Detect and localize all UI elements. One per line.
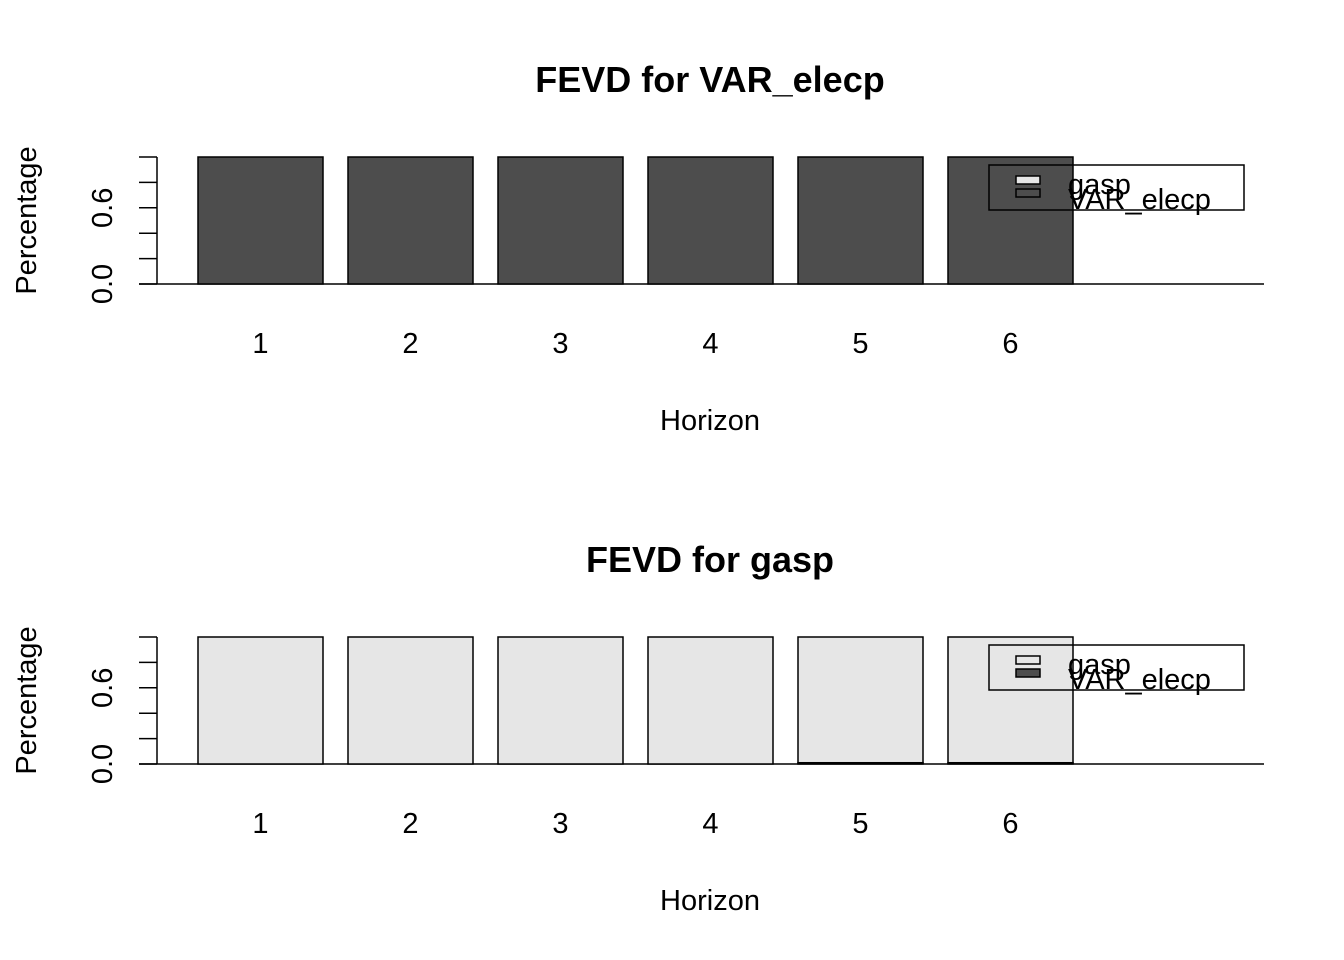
bar-segment xyxy=(647,636,774,765)
fevd-panel-gasp: FEVD for gasp Percentage Horizon 0.0 0.6 1 2 3 4… xyxy=(11,539,1264,917)
legend-swatch xyxy=(1015,668,1041,678)
y-axis-label: Percentage xyxy=(11,626,43,774)
legend-entry: VAR_elecp xyxy=(1068,664,1211,696)
y-tick-label: 0.6 xyxy=(87,188,119,228)
bar-segment xyxy=(347,156,474,285)
x-tick-label: 5 xyxy=(852,328,868,360)
x-axis-label: Horizon xyxy=(660,885,760,917)
x-tick-label: 2 xyxy=(402,808,418,840)
legend-entry: VAR_elecp xyxy=(1068,184,1211,216)
bar-segment xyxy=(497,636,624,765)
legend-entry: gasp xyxy=(1068,649,1131,681)
x-axis-label: Horizon xyxy=(660,405,760,437)
legend-swatch xyxy=(1015,655,1041,665)
y-axis-label: Percentage xyxy=(11,146,43,294)
x-tick-label: 4 xyxy=(702,808,718,840)
chart-title: FEVD for VAR_elecp xyxy=(535,59,884,100)
y-tick-label: 0.6 xyxy=(87,668,119,708)
x-tick-label: 1 xyxy=(252,328,268,360)
bar-segment xyxy=(497,156,624,285)
bar-segment xyxy=(197,636,324,765)
x-tick-label: 2 xyxy=(402,328,418,360)
legend-box xyxy=(988,644,1245,691)
bar-segment xyxy=(947,636,1074,764)
legend-swatch xyxy=(1015,175,1041,185)
fevd-panel-var-elecp: FEVD for VAR_elecp Percentage Horizon 0.0 0.… xyxy=(11,59,1264,437)
x-tick-label: 3 xyxy=(552,808,568,840)
x-tick-label: 4 xyxy=(702,328,718,360)
x-tick-label: 6 xyxy=(1002,328,1018,360)
legend-entry: gasp xyxy=(1068,169,1131,201)
bar-segment xyxy=(947,156,1074,285)
chart-title: FEVD for gasp xyxy=(586,539,834,580)
legend-swatch xyxy=(1015,188,1041,198)
bar-segment xyxy=(797,636,924,764)
x-tick-label: 6 xyxy=(1002,808,1018,840)
bar-segment xyxy=(647,156,774,285)
x-tick-label: 1 xyxy=(252,808,268,840)
legend-box xyxy=(988,164,1245,211)
x-tick-label: 3 xyxy=(552,328,568,360)
bar-segment xyxy=(347,636,474,765)
y-tick-label: 0.0 xyxy=(87,744,119,784)
bar-segment xyxy=(197,156,324,285)
y-tick-label: 0.0 xyxy=(87,264,119,304)
x-tick-label: 5 xyxy=(852,808,868,840)
bar-segment xyxy=(797,156,924,285)
